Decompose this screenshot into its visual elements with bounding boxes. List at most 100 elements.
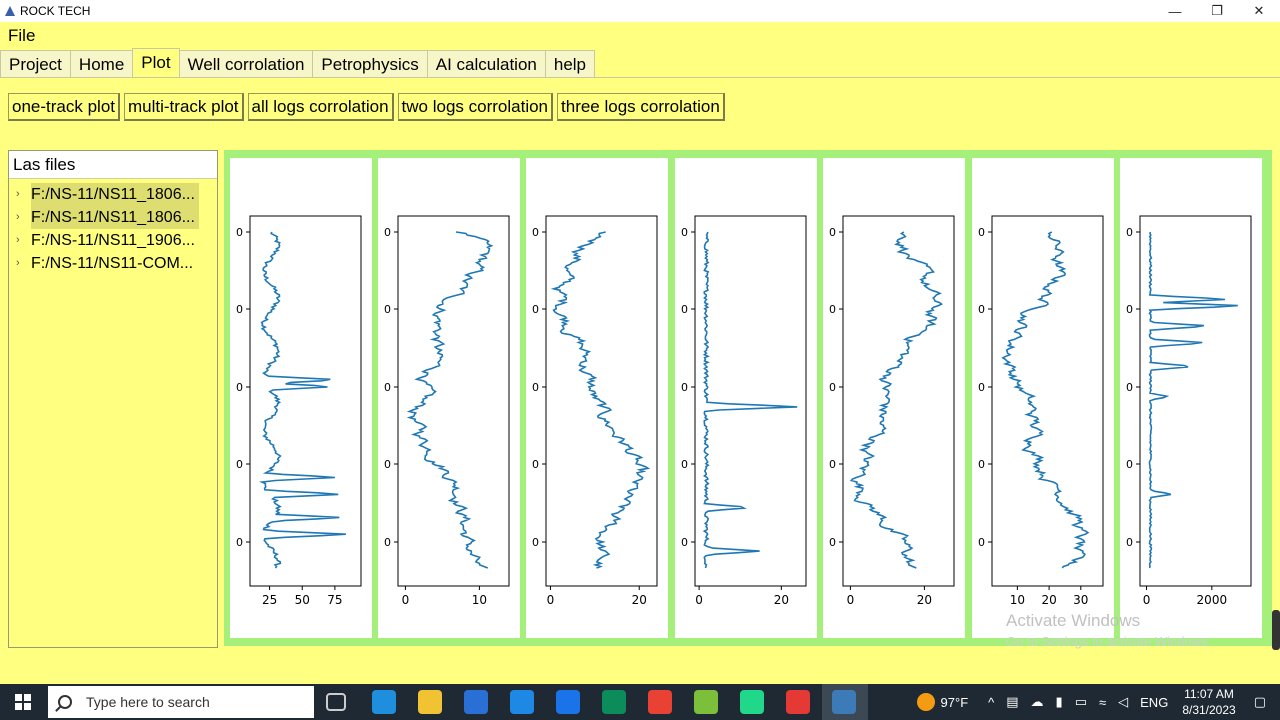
x-tick-label: 50 <box>295 593 310 607</box>
system-tray: 97°F ^ ▤ ☁ ▮ ▭ ≈ ◁ ENG 11:07 AM 8/31/202… <box>916 684 1280 720</box>
x-tick-label: 20 <box>632 593 647 607</box>
track-background <box>1120 158 1262 638</box>
track-axes-frame <box>694 215 807 587</box>
edge-icon[interactable] <box>372 690 396 714</box>
las-file-item[interactable]: › F:/NS-11/NS11-COM... <box>9 252 217 275</box>
track-axes-frame <box>249 215 362 587</box>
volume-icon[interactable]: ◁ <box>1118 694 1129 709</box>
python-icon[interactable] <box>832 690 856 714</box>
multi-track-plot-button[interactable]: multi-track plot <box>124 93 244 121</box>
y-tick-label: 0 <box>384 536 391 549</box>
las-file-label: F:/NS-11/NS11-COM... <box>31 255 194 272</box>
log-track-3: 0 0 0 0 0 0 20 <box>526 158 668 638</box>
las-files-tree[interactable]: Las files › F:/NS-11/NS11_1806... › F:/N… <box>8 150 218 648</box>
y-tick-label: 0 <box>978 458 985 471</box>
menu-file[interactable]: File <box>8 26 36 45</box>
wifi-icon[interactable]: ≈ <box>1099 694 1107 710</box>
tab-petrophysics[interactable]: Petrophysics <box>312 50 428 78</box>
start-button[interactable] <box>0 684 46 720</box>
notifications-icon[interactable]: ▢ <box>1253 694 1266 709</box>
microphone-icon[interactable]: ▮ <box>1055 694 1063 709</box>
taskbar-search-box[interactable]: Type here to search <box>48 686 314 718</box>
language-indicator[interactable]: ENG <box>1140 694 1169 710</box>
log-curve <box>849 231 943 569</box>
x-tick-label: 10 <box>472 593 487 607</box>
log-track-4: 0 0 0 0 0 0 20 <box>675 158 817 638</box>
qgis-icon[interactable] <box>694 690 718 714</box>
chevron-right-icon[interactable]: › <box>16 257 20 269</box>
tab-help[interactable]: help <box>544 50 596 78</box>
clock[interactable]: 11:07 AM 8/31/2023 <box>1182 686 1235 718</box>
edge-dev-icon[interactable] <box>602 690 626 714</box>
y-tick-label: 0 <box>384 226 391 239</box>
bing-icon[interactable] <box>556 690 580 714</box>
cloud-icon[interactable]: ☁ <box>1030 694 1044 709</box>
log-curve <box>1001 231 1090 569</box>
y-tick-label: 0 <box>681 226 688 239</box>
track-background <box>675 158 817 638</box>
las-file-item[interactable]: › F:/NS-11/NS11_1906... <box>9 229 217 252</box>
temperature-text[interactable]: 97°F <box>940 694 969 710</box>
las-file-item[interactable]: › F:/NS-11/NS11_1806... <box>9 206 217 229</box>
tab-home[interactable]: Home <box>69 50 134 78</box>
windows-taskbar: Type here to search 97°F ^ ▤ ☁ ▮ ▭ ≈ ◁ E… <box>0 684 1280 720</box>
store-icon[interactable] <box>464 690 488 714</box>
log-track-1: 0 0 0 0 0 25 50 75 <box>230 158 372 638</box>
y-tick-label: 0 <box>978 226 985 239</box>
chrome-icon[interactable] <box>648 690 672 714</box>
search-icon <box>58 695 72 709</box>
y-tick-label: 0 <box>384 381 391 394</box>
chevron-up-icon[interactable]: ^ <box>988 694 995 710</box>
tab-bar: Project Home Plot Well corrolation Petro… <box>0 48 596 78</box>
tab-well-corrolation[interactable]: Well corrolation <box>178 50 314 78</box>
y-tick-label: 0 <box>681 303 688 316</box>
recorder-icon[interactable] <box>786 690 810 714</box>
mail-icon[interactable] <box>510 690 534 714</box>
plot-toolbar: one-track plot multi-track plot all logs… <box>8 93 725 121</box>
log-track-2: 0 0 0 0 0 0 10 <box>378 158 520 638</box>
log-curve <box>550 231 651 569</box>
all-logs-corrolation-button[interactable]: all logs corrolation <box>247 93 394 121</box>
task-view-icon[interactable] <box>326 693 346 711</box>
y-tick-label: 0 <box>1126 381 1133 394</box>
one-track-plot-button[interactable]: one-track plot <box>8 93 120 121</box>
log-curve <box>259 231 346 569</box>
search-placeholder: Type here to search <box>86 694 210 710</box>
network-icon[interactable]: ▤ <box>1006 694 1019 709</box>
y-tick-label: 0 <box>829 458 836 471</box>
y-tick-label: 0 <box>236 458 243 471</box>
tab-plot[interactable]: Plot <box>132 48 180 78</box>
close-button[interactable]: ✕ <box>1253 3 1265 18</box>
track-background <box>378 158 520 638</box>
y-tick-label: 0 <box>829 303 836 316</box>
chevron-right-icon[interactable]: › <box>16 188 20 200</box>
clock-time: 11:07 AM <box>1184 687 1234 701</box>
log-track-5: 0 0 0 0 0 0 20 <box>823 158 965 638</box>
tab-ai-calculation[interactable]: AI calculation <box>426 50 546 78</box>
y-tick-label: 0 <box>829 536 836 549</box>
pycharm-icon[interactable] <box>740 690 764 714</box>
three-logs-corrolation-button[interactable]: three logs corrolation <box>557 93 725 121</box>
two-logs-corrolation-button[interactable]: two logs corrolation <box>397 93 554 121</box>
chevron-right-icon[interactable]: › <box>16 211 20 223</box>
x-tick-label: 30 <box>1073 593 1088 607</box>
y-tick-label: 0 <box>978 536 985 549</box>
weather-sun-icon[interactable] <box>916 693 935 711</box>
y-tick-label: 0 <box>1126 226 1133 239</box>
tab-project[interactable]: Project <box>0 50 71 78</box>
x-tick-label: 0 <box>847 593 855 607</box>
y-tick-label: 0 <box>236 381 243 394</box>
battery-icon[interactable]: ▭ <box>1074 694 1087 709</box>
file-explorer-icon[interactable] <box>418 690 442 714</box>
y-tick-label: 0 <box>1126 303 1133 316</box>
chevron-right-icon[interactable]: › <box>16 234 20 246</box>
las-file-item[interactable]: › F:/NS-11/NS11_1806... <box>9 183 217 206</box>
scrollbar-thumb[interactable] <box>1272 610 1280 650</box>
y-tick-label: 0 <box>681 381 688 394</box>
activate-windows-watermark: Activate Windows <box>1006 611 1141 630</box>
y-tick-label: 0 <box>532 303 539 316</box>
minimize-button[interactable]: — <box>1168 3 1182 19</box>
y-tick-label: 0 <box>1126 458 1133 471</box>
maximize-button[interactable]: ❐ <box>1211 3 1223 18</box>
